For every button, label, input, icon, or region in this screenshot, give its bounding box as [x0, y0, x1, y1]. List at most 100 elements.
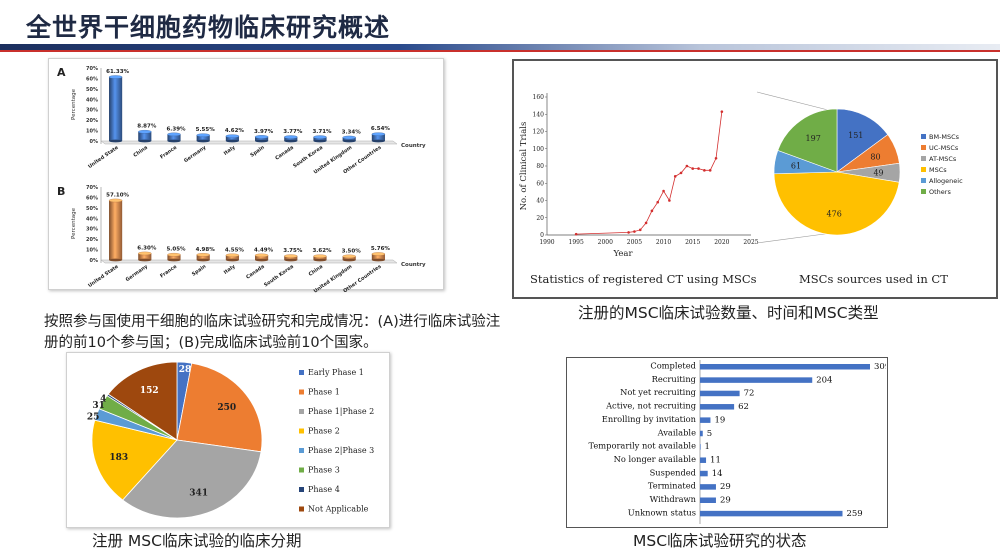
data-label: 259 — [846, 509, 862, 519]
x-tick-label: China — [308, 264, 324, 278]
data-point — [703, 169, 706, 172]
x-tick-label: South Korea — [263, 264, 295, 289]
legend-swatch — [299, 448, 304, 453]
status-chart-svg: Completed 309 Recruiting 204 Not yet recruit… — [588, 360, 890, 524]
slice-label: 341 — [189, 489, 208, 499]
data-label: 3.77% — [283, 129, 303, 135]
status-chart-panel: Completed 309 Recruiting 204 Not yet recruit… — [566, 357, 890, 528]
x-tick-label: France — [159, 263, 178, 279]
bar-cap — [371, 132, 386, 136]
category-label: Suspended — [650, 467, 697, 477]
bar-cap — [196, 253, 210, 257]
data-label: 6.39% — [166, 126, 186, 132]
slice-label: 250 — [217, 403, 236, 413]
slice-label: 4 — [100, 395, 106, 405]
bar-cap — [138, 251, 152, 256]
y-tick-label: 50% — [86, 206, 98, 212]
legend-label: Phase 1|Phase 2 — [308, 407, 374, 416]
category-label: No longer available — [614, 454, 697, 464]
bar — [109, 200, 123, 260]
x-tick-label: 2025 — [743, 239, 758, 246]
x-tick-label: 2005 — [627, 239, 642, 246]
bar-cap — [342, 135, 356, 140]
category-label: Temporarily not available — [588, 441, 696, 451]
bar — [284, 137, 298, 141]
data-label: 5.76% — [371, 246, 391, 252]
bar-base — [167, 139, 181, 143]
bar — [313, 137, 327, 141]
x-tick-label: 2020 — [714, 239, 729, 246]
status-caption: MSC临床试验研究的状态 — [633, 532, 807, 550]
x-tick-label: 1990 — [539, 239, 554, 246]
bar-base — [313, 258, 327, 262]
data-point — [685, 164, 689, 168]
bar-base — [371, 258, 385, 262]
pie-slice — [176, 362, 263, 453]
slice-label: 31 — [92, 401, 105, 411]
data-label: 4.98% — [196, 247, 216, 253]
x-axis-label: Year — [612, 249, 633, 259]
phase-chart-panel: 28 250 341 183 25 31 4 152 Early Phase 1 Phase 1 P… — [66, 352, 390, 528]
bar-cap — [371, 252, 386, 256]
y-tick-label: 40% — [86, 97, 98, 103]
data-label: 61.33% — [106, 69, 129, 75]
bar-cap — [196, 133, 210, 137]
category-label: Available — [657, 427, 697, 437]
legend-label: Early Phase 1 — [308, 368, 364, 377]
legend-swatch — [299, 370, 304, 375]
country-chart-b: B Percentage 0% 10% 20% 30% 40% 50% 60% 70% 57.10%… — [57, 185, 426, 295]
ct-panel-caption: 注册的MSC临床试验数量、时间和MSC类型 — [578, 304, 879, 322]
bar — [371, 134, 385, 141]
bar-base — [342, 258, 356, 262]
x-tick-label: China — [132, 145, 148, 159]
data-label: 3.97% — [254, 129, 274, 135]
bar-cap — [254, 253, 269, 258]
x-tick-label: Spain — [191, 263, 208, 277]
bar — [196, 254, 210, 260]
data-label: 11 — [710, 455, 721, 465]
legend-swatch — [299, 467, 304, 473]
y-tick-label: 40 — [536, 198, 544, 205]
bar — [284, 256, 298, 260]
pie-slice — [773, 171, 900, 236]
y-tick-label: 50% — [86, 87, 98, 93]
data-point — [708, 169, 712, 172]
data-label: 6.30% — [137, 245, 157, 251]
legend-label: BM-MSCs — [929, 133, 960, 141]
legend-swatch — [921, 156, 926, 161]
slice-label: 80 — [870, 152, 880, 161]
data-label: 3.71% — [312, 129, 332, 135]
legend-label: Phase 2 — [308, 427, 340, 436]
panel-label: A — [57, 66, 66, 79]
legend-label: Phase 3 — [308, 466, 340, 475]
country-charts-panel: A Percentage 0% 10% 20% 30% 40% 50% 60% 70% 61.33%… — [48, 58, 444, 295]
data-point — [720, 110, 724, 113]
bar-base — [371, 139, 385, 143]
data-label: 14 — [712, 469, 723, 479]
data-label: 3.75% — [283, 248, 303, 254]
bar — [255, 136, 269, 141]
data-label: 309 — [874, 362, 886, 372]
y-tick-label: 140 — [533, 111, 545, 118]
bar — [700, 377, 813, 383]
data-label: 57.10% — [106, 192, 129, 198]
legend-swatch — [299, 428, 304, 434]
legend-label: UC-MSCs — [929, 144, 959, 152]
legend-label: Phase 2|Phase 3 — [308, 446, 374, 455]
y-tick-label: 10% — [86, 248, 98, 254]
legend-label: Phase 1 — [308, 388, 340, 397]
category-label: Active, not recruiting — [605, 401, 697, 411]
legend-swatch — [921, 189, 926, 194]
slice-label: 49 — [873, 169, 883, 178]
bar — [700, 510, 843, 517]
bar-base — [255, 139, 269, 143]
y-tick-label: 20% — [86, 118, 98, 124]
data-label: 29 — [720, 496, 731, 506]
legend-label: AT-MSCs — [929, 155, 957, 163]
bar-base — [109, 139, 123, 143]
slice-label: 28 — [179, 365, 192, 375]
x-tick-label: Germany — [125, 263, 150, 283]
data-label: 8.87% — [137, 124, 157, 130]
x-tick-label: Canada — [245, 264, 266, 281]
